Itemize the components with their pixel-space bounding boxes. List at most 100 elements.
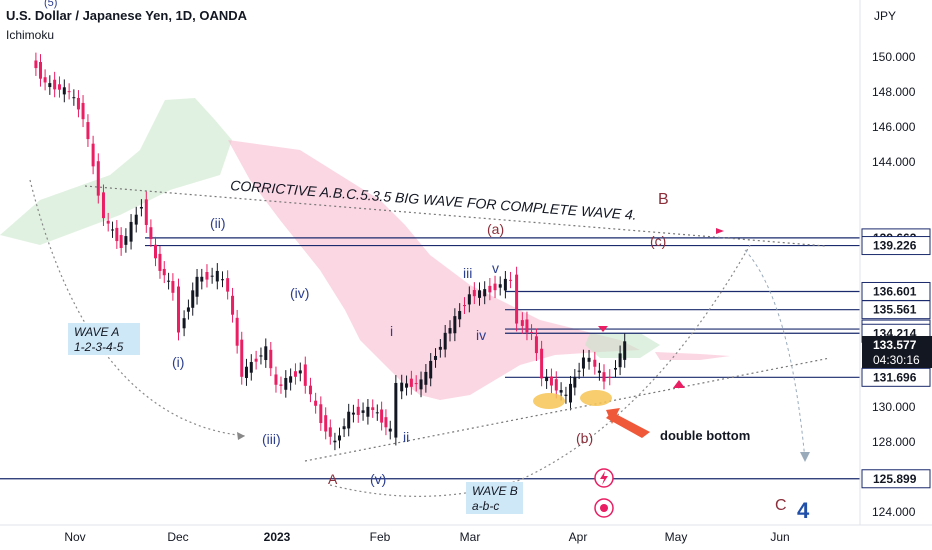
candle-body bbox=[443, 332, 447, 350]
y-tick-label: 124.000 bbox=[872, 505, 916, 519]
candle-body bbox=[434, 355, 438, 360]
candle-body bbox=[210, 275, 214, 277]
candle-body bbox=[205, 272, 209, 280]
candle-body bbox=[602, 372, 606, 382]
candle-body bbox=[319, 404, 323, 424]
x-tick-label: May bbox=[665, 530, 688, 544]
wave-label-a-paren: (a) bbox=[487, 221, 504, 237]
x-tick-label: Feb bbox=[370, 530, 391, 544]
candle-body bbox=[220, 279, 224, 281]
candle-body bbox=[119, 235, 123, 248]
candle-body bbox=[608, 376, 612, 378]
y-tick-label: 148.000 bbox=[872, 85, 916, 99]
candle-body bbox=[597, 370, 601, 373]
current-price-label: 133.577 bbox=[873, 338, 917, 352]
wave-label-i-paren: (i) bbox=[172, 354, 184, 370]
wave-b-box-sub: a-b-c bbox=[472, 499, 499, 513]
candle-body bbox=[356, 406, 360, 415]
price-level-tag bbox=[861, 236, 931, 256]
candle-body bbox=[144, 199, 148, 225]
price-level-label: 136.601 bbox=[873, 284, 917, 298]
candle-body bbox=[593, 359, 597, 367]
candle-body bbox=[540, 348, 544, 379]
candle-body bbox=[149, 227, 153, 240]
candle-body bbox=[298, 370, 302, 374]
candle-body bbox=[182, 318, 186, 329]
flag-marker bbox=[716, 228, 724, 234]
candle-body bbox=[249, 362, 253, 373]
candle-body bbox=[96, 161, 100, 196]
current-price-tag bbox=[862, 336, 932, 368]
wave-a-box bbox=[68, 323, 140, 355]
candle-body bbox=[483, 289, 487, 297]
candle-body bbox=[384, 417, 388, 428]
ichimoku-cloud-bullish-future bbox=[585, 333, 660, 358]
candle-body bbox=[274, 374, 278, 385]
target-icon bbox=[600, 504, 608, 512]
candle-body bbox=[91, 143, 95, 167]
wave-label-b-paren: (b) bbox=[576, 430, 593, 446]
candle-body bbox=[618, 353, 622, 368]
x-tick-label: Nov bbox=[64, 530, 85, 544]
candle-body bbox=[614, 367, 617, 370]
price-level-label: 131.696 bbox=[873, 370, 917, 384]
wave-a-arc-arrowhead bbox=[237, 432, 245, 440]
y-tick-label: 150.000 bbox=[872, 50, 916, 64]
candle-body bbox=[167, 280, 171, 282]
candle-body bbox=[259, 355, 263, 357]
candle-body bbox=[333, 440, 337, 443]
candle-body bbox=[400, 382, 404, 392]
candle-body bbox=[509, 279, 513, 281]
ichimoku-cloud-bearish bbox=[228, 140, 640, 400]
candle-body bbox=[191, 290, 195, 308]
candle-body bbox=[525, 319, 529, 333]
candle-body bbox=[34, 60, 38, 69]
candle-body bbox=[554, 379, 558, 391]
currency-axis-label: JPY bbox=[874, 9, 896, 23]
candle-body bbox=[458, 311, 462, 320]
wave-label-c-paren: (c) bbox=[650, 233, 666, 249]
down-marker bbox=[598, 326, 608, 332]
candle-body bbox=[467, 294, 471, 305]
candle-body bbox=[573, 376, 577, 388]
candle-body bbox=[463, 305, 467, 307]
candle-body bbox=[86, 122, 90, 140]
wave-label-iii-paren: (iii) bbox=[262, 431, 281, 447]
candle-body bbox=[338, 435, 341, 441]
candle-body bbox=[577, 370, 581, 372]
candle-body bbox=[269, 349, 273, 369]
wave-label-v: v bbox=[492, 260, 499, 276]
candle-body bbox=[76, 97, 80, 110]
candle-body bbox=[226, 278, 230, 292]
candle-body bbox=[162, 268, 166, 276]
candle-body bbox=[279, 384, 283, 386]
candle-body bbox=[186, 307, 190, 312]
candle-body bbox=[414, 383, 418, 385]
candle-body bbox=[200, 276, 204, 282]
candle-body bbox=[231, 295, 235, 315]
indicator-label[interactable]: Ichimoku bbox=[6, 28, 55, 42]
candle-body bbox=[115, 227, 119, 242]
double-bottom-label: double bottom bbox=[660, 428, 750, 443]
wave-label-iv-paren: (iv) bbox=[290, 285, 309, 301]
candle-body bbox=[342, 426, 346, 430]
wave-label-top5: (5) bbox=[44, 0, 57, 9]
candle-body bbox=[67, 91, 71, 93]
candle-body bbox=[545, 376, 549, 382]
x-tick-label: Apr bbox=[569, 530, 588, 544]
up-marker bbox=[673, 380, 685, 388]
candle-body bbox=[111, 229, 115, 231]
candle-body bbox=[106, 220, 110, 224]
wave-label-c: C bbox=[775, 497, 787, 514]
ichimoku-cloud-bearish-future bbox=[655, 352, 730, 360]
price-level-label: 139.226 bbox=[873, 239, 917, 253]
candle-body bbox=[530, 332, 534, 334]
candle-body bbox=[81, 102, 85, 120]
double-bottom-arrowhead bbox=[606, 408, 620, 424]
candle-body bbox=[139, 207, 143, 209]
candle-body bbox=[488, 285, 492, 293]
candle-body bbox=[371, 407, 375, 411]
candle-body bbox=[569, 383, 573, 403]
